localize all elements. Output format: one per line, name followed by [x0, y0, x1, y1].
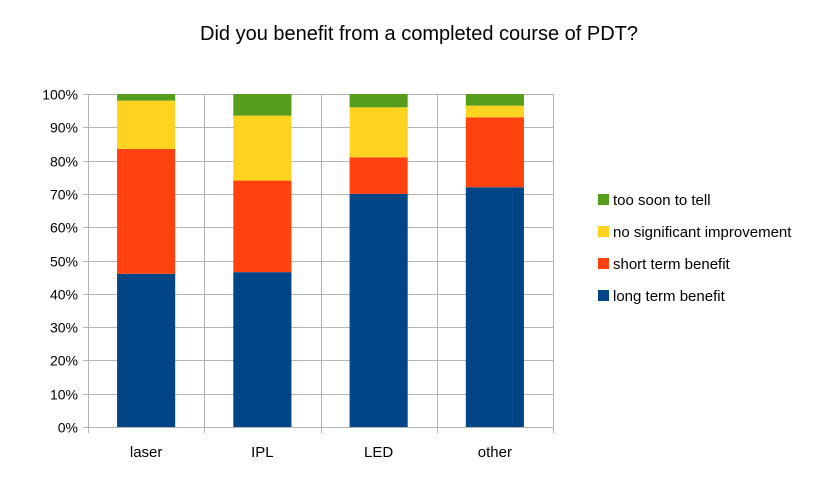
bar-segment: [349, 107, 408, 158]
y-tick-label: 40%: [50, 287, 78, 303]
y-tick-label: 70%: [50, 187, 78, 203]
legend: too soon to tell no significant improveme…: [598, 192, 792, 305]
bar-segment: [349, 193, 408, 427]
bar-segment: [117, 94, 176, 101]
bar-segment: [465, 105, 524, 118]
bar-segment: [233, 115, 292, 181]
bar-segment: [349, 94, 408, 108]
y-tick-label: 100%: [42, 87, 78, 103]
legend-swatch: [598, 290, 609, 301]
bar-segment: [117, 148, 176, 274]
legend-label: too soon to tell: [613, 192, 711, 209]
y-tick-label: 80%: [50, 154, 78, 170]
bars: [117, 94, 524, 427]
axes: 0% 10% 20% 30% 40% 50% 60% 70% 80% 90% 100% laser IP…: [42, 87, 512, 462]
legend-swatch: [598, 194, 609, 205]
x-tick-label: laser: [130, 444, 163, 461]
y-tick-label: 0%: [58, 420, 78, 436]
bar-segment: [349, 157, 408, 194]
x-tick-label: other: [478, 444, 512, 461]
bar-segment: [465, 187, 524, 427]
legend-label: short term benefit: [613, 256, 731, 273]
y-tick-label: 60%: [50, 220, 78, 236]
bar-segment: [465, 94, 524, 106]
y-tick-label: 90%: [50, 120, 78, 136]
y-tick-label: 30%: [50, 320, 78, 336]
bar-segment: [233, 272, 292, 427]
legend-swatch: [598, 226, 609, 237]
y-tick-label: 20%: [50, 353, 78, 369]
bar-segment: [117, 273, 176, 427]
x-tick-label: LED: [364, 444, 393, 461]
bar-segment: [465, 117, 524, 188]
chart-title: Did you benefit from a completed course …: [200, 23, 638, 45]
legend-label: long term benefit: [613, 288, 726, 305]
legend-swatch: [598, 258, 609, 269]
legend-label: no significant improvement: [613, 224, 792, 241]
bar-segment: [233, 180, 292, 273]
x-tick-label: IPL: [251, 444, 274, 461]
bar-segment: [233, 94, 292, 116]
y-tick-label: 50%: [50, 254, 78, 270]
y-tick-label: 10%: [50, 387, 78, 403]
bar-segment: [117, 100, 176, 149]
